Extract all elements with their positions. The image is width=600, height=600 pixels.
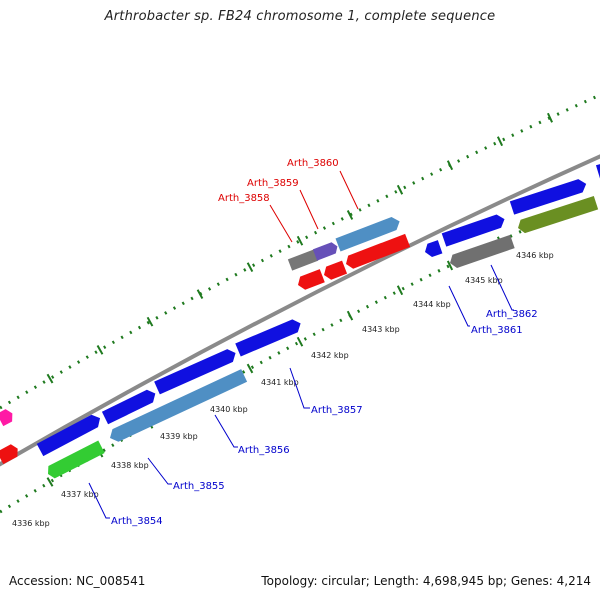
gene-arrow <box>324 260 348 280</box>
major-tick <box>346 310 354 321</box>
gene-arrow <box>450 234 515 268</box>
gene-arrow <box>335 216 400 252</box>
major-tick <box>396 285 404 296</box>
gene-arrow <box>287 249 319 271</box>
major-tick <box>46 373 54 384</box>
gene-label-leaders <box>88 170 514 519</box>
major-tick <box>446 260 454 271</box>
kbp-label: 4336 kbp <box>12 519 50 528</box>
gene-label-arth-3861: Arth_3861 <box>471 325 523 336</box>
gene-arrow <box>595 162 600 179</box>
map-title: Arthrobacter sp. FB24 chromosome 1, comp… <box>104 9 496 24</box>
gene-arrow <box>235 319 301 357</box>
gene-arrow <box>518 196 599 234</box>
major-tick <box>196 289 204 299</box>
topology-text: Topology: circular; Length: 4,698,945 bp… <box>261 574 591 588</box>
major-tick <box>446 160 454 171</box>
gene-arrow <box>36 414 101 457</box>
gene-arrow <box>0 409 13 427</box>
major-tick <box>396 184 404 195</box>
gene-label-arth-3859: Arth_3859 <box>247 178 299 189</box>
gene-label-arth-3857: Arth_3857 <box>311 405 363 416</box>
major-tick <box>146 316 154 327</box>
major-tick <box>246 262 254 273</box>
gene-label-arth-3858: Arth_3858 <box>218 193 270 204</box>
kbp-labels: 4336 kbp 4337 kbp 4338 kbp 4339 kbp 4340… <box>12 251 554 528</box>
outer-tick-ring <box>0 93 600 410</box>
major-tick <box>246 363 254 374</box>
gene-arrow <box>48 440 105 479</box>
gene-arrow <box>154 349 236 395</box>
major-tick <box>96 345 104 355</box>
gene-arrow <box>101 389 156 425</box>
kbp-label: 4343 kbp <box>362 325 400 334</box>
major-tick <box>296 336 304 347</box>
forward-strand-genes <box>0 162 600 457</box>
kbp-label: 4346 kbp <box>516 251 554 260</box>
gene-arrow <box>346 233 411 269</box>
reverse-strand-genes <box>0 196 599 479</box>
kbp-label: 4337 kbp <box>61 490 99 499</box>
kbp-label: 4345 kbp <box>465 276 503 285</box>
kbp-label: 4344 kbp <box>413 300 451 309</box>
gene-arrow <box>509 179 587 215</box>
gene-label-arth-3854: Arth_3854 <box>111 516 163 527</box>
kbp-label: 4341 kbp <box>261 378 299 387</box>
kbp-label: 4338 kbp <box>111 461 149 470</box>
sequence-backbone <box>0 154 600 467</box>
gene-arrow <box>0 444 18 465</box>
major-tick <box>546 112 554 123</box>
major-tick <box>296 235 304 246</box>
gene-arrow <box>298 269 325 290</box>
kbp-label: 4340 kbp <box>210 405 248 414</box>
gene-label-arth-3855: Arth_3855 <box>173 481 225 492</box>
gene-arrow <box>425 240 443 257</box>
gene-labels: Arth_3860 Arth_3859 Arth_3858 Arth_3857 … <box>111 158 538 527</box>
gene-label-arth-3856: Arth_3856 <box>238 445 290 456</box>
accession-text: Accession: NC_008541 <box>9 574 146 588</box>
gene-label-arth-3862: Arth_3862 <box>486 309 538 320</box>
major-tick <box>46 477 54 487</box>
kbp-label: 4339 kbp <box>160 432 198 441</box>
gene-arrow <box>312 242 338 261</box>
major-tick <box>346 210 354 220</box>
gene-label-arth-3860: Arth_3860 <box>287 158 339 169</box>
gene-arrow <box>441 214 505 247</box>
gene-arrow <box>110 369 248 442</box>
major-tick <box>496 136 504 147</box>
kbp-label: 4342 kbp <box>311 351 349 360</box>
